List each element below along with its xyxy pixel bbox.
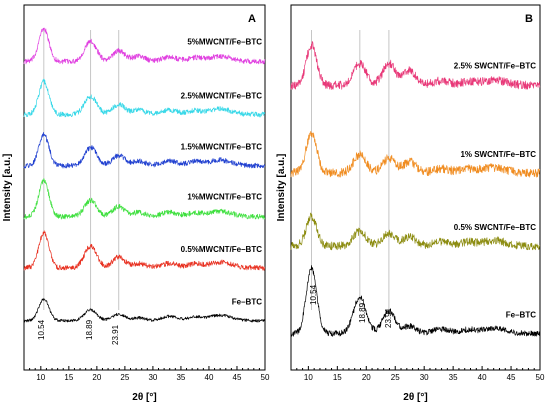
panel-A-series-3-label: 1%MWCNT/Fe–BTC xyxy=(187,193,262,202)
panel-A-series-2-label: 1.5%MWCNT/Fe–BTC xyxy=(181,143,263,152)
panel-A-series-5-label: Fe–BTC xyxy=(232,298,262,307)
panel-B-x-tick-label-10: 10 xyxy=(304,373,313,382)
panel-B-x-tick-label-20: 20 xyxy=(362,373,371,382)
panel-A-series-1-trace xyxy=(23,78,266,118)
panel-B-x-tick-label-25: 25 xyxy=(391,373,400,382)
panel-B-x-tick-label-40: 40 xyxy=(478,373,487,382)
panel-A-peak-label-0: 10.54 xyxy=(37,319,46,340)
panel-A-peak-label-2: 23.91 xyxy=(111,324,120,345)
panel-A-x-tick-label-15: 15 xyxy=(64,373,73,382)
panel-A-x-tick-label-25: 25 xyxy=(120,373,129,382)
panel-B-series-2-label: 0.5% SWCNT/Fe–BTC xyxy=(454,223,536,232)
panel-A-x-tick-label-35: 35 xyxy=(176,373,185,382)
panel-B-peak-label-0: 10.54 xyxy=(309,284,318,305)
panel-A-series-2-trace xyxy=(23,132,266,169)
panel-B-series-1-label: 1% SWCNT/Fe–BTC xyxy=(460,150,536,159)
panel-B-y-axis-title: Intensity [a.u.] xyxy=(276,154,287,222)
panel-B-x-tick-label-45: 45 xyxy=(507,373,516,382)
panel-B-x-tick-label-15: 15 xyxy=(333,373,342,382)
panel-A-x-tick-label-30: 30 xyxy=(148,373,157,382)
panel-A-label: A xyxy=(248,13,256,25)
panel-A-series-0-trace xyxy=(23,27,266,65)
panel-B-x-tick-label-50: 50 xyxy=(536,373,545,382)
panel-A-peak-label-1: 18.89 xyxy=(85,319,94,340)
panel-A-series-0-label: 5%MWCNT/Fe–BTC xyxy=(187,38,262,47)
panel-A-x-tick-label-20: 20 xyxy=(92,373,101,382)
panel-A-series-5-trace xyxy=(23,297,266,323)
panel-B-x-tick-label-30: 30 xyxy=(420,373,429,382)
panel-B-x-axis-title: 2θ [°] xyxy=(403,392,427,403)
panel-A-x-tick-label-45: 45 xyxy=(233,373,242,382)
panel-B-series-3-trace xyxy=(290,265,541,337)
panel-A-x-tick-label-40: 40 xyxy=(205,373,214,382)
panel-B-peak-label-2: 23.91 xyxy=(384,307,393,328)
panel-B-series-2-trace xyxy=(290,212,541,251)
panel-A-frame xyxy=(23,4,266,371)
panel-B-peak-label-1: 18.89 xyxy=(358,302,367,323)
panel-B-series-0-label: 2.5% SWCNT/Fe–BTC xyxy=(454,61,536,70)
panel-B-series-0-trace xyxy=(290,40,541,90)
panel-A-series-4-trace xyxy=(23,230,266,271)
panel-B-series-1-trace xyxy=(290,130,541,178)
panel-A-x-tick-label-50: 50 xyxy=(261,373,270,382)
panel-A-series-4-label: 0.5%MWCNT/Fe–BTC xyxy=(181,245,263,254)
panel-A-series-1-label: 2.5%MWCNT/Fe–BTC xyxy=(181,92,263,101)
panel-A-x-tick-label-10: 10 xyxy=(36,373,45,382)
panel-B-frame xyxy=(290,4,541,371)
panel-B-series-3-label: Fe–BTC xyxy=(506,311,536,320)
panel-B-label: B xyxy=(525,13,533,25)
panel-B-x-tick-label-35: 35 xyxy=(449,373,458,382)
panel-A-x-axis-title: 2θ [°] xyxy=(132,392,156,403)
panel-A-series-3-trace xyxy=(23,178,266,220)
panel-A-y-axis-title: Intensity [a.u.] xyxy=(2,154,13,222)
